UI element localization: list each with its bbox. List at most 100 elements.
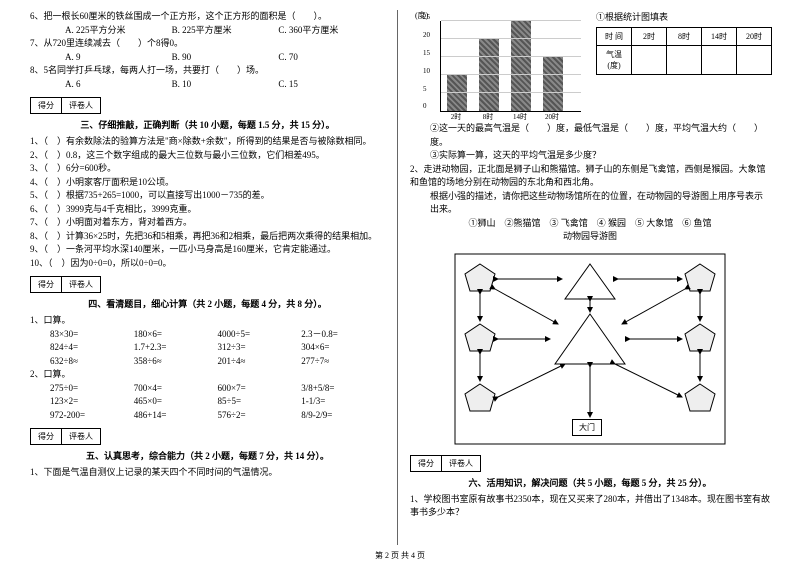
c: 275÷0= (50, 382, 134, 396)
ytick: 20 (423, 31, 430, 39)
j4: 4、（ ）小明家客厅面积是10公顷。 (30, 176, 385, 190)
j6: 6、（ ）3999克与4千克相比，3999克重。 (30, 203, 385, 217)
bar-2h (447, 75, 467, 111)
q2: 2、走进动物园，正北面是狮子山和熊猫馆。狮子山的东侧是飞禽馆，西侧是猴园。大象馆… (410, 163, 770, 190)
chart-q2: ②这一天的最高气温是（ ）度，最低气温是（ ）度，平均气温大约（ ）度。 (410, 122, 770, 149)
c: 700×4= (134, 382, 218, 396)
c: 465×0= (134, 395, 218, 409)
fill-table: 时 间 2时 8时 14时 20时 气温(度) (596, 27, 772, 75)
j5: 5、（ ）根据735+265=1000，可以直接写出1000－735的差。 (30, 189, 385, 203)
c: 85÷5= (218, 395, 302, 409)
page: 6、把一根长60厘米的铁丝围成一个正方形，这个正方形的面积是（ ）。 A. 22… (0, 0, 800, 565)
triangle-icon (565, 264, 615, 299)
calc2-title: 2、口算。 (30, 368, 385, 382)
chart-q3: ③实际算一算，这天的平均气温是多少度？ (410, 149, 770, 163)
c: 486+14= (134, 409, 218, 423)
xlabel: 2时 (440, 112, 472, 122)
ytick: 0 (423, 102, 427, 110)
score-label: 得分 (31, 98, 62, 113)
c: 304×6= (301, 341, 385, 355)
c: 123×2= (50, 395, 134, 409)
td-blank (737, 46, 772, 75)
pentagon-icon (465, 264, 495, 291)
grader-label: 评卷人 (62, 277, 100, 292)
q6-opt-b: B. 225平方厘米 (172, 24, 279, 38)
q8-opt-b: B. 10 (172, 78, 279, 92)
pentagon-icon (685, 264, 715, 291)
ytick: 15 (423, 49, 430, 57)
q6: 6、把一根长60厘米的铁丝围成一个正方形，这个正方形的面积是（ ）。 (30, 10, 385, 24)
q7-opt-a: A. 9 (65, 51, 172, 65)
pentagon-icon (685, 384, 715, 411)
th: 2时 (632, 28, 667, 46)
section3-head: 得分 评卷人 (30, 97, 385, 114)
bar-chart: 0 5 10 15 20 25 (440, 21, 581, 112)
ytick: 10 (423, 67, 430, 75)
triangle-icon (555, 314, 625, 364)
score-label: 得分 (31, 277, 62, 292)
j10: 10、（ ）因为0÷0=0，所以0÷0=0。 (30, 257, 385, 271)
c: 201÷4≈ (218, 355, 302, 369)
diagram-title: 动物园导游图 (410, 230, 770, 244)
section5-head: 得分 评卷人 (30, 428, 385, 445)
q8-opt-a: A. 6 (65, 78, 172, 92)
column-divider (397, 10, 398, 545)
bar-8h (479, 39, 499, 111)
c: 600×7= (218, 382, 302, 396)
q6-opt-c: C. 360平方厘米 (278, 24, 385, 38)
c: 277÷7≈ (301, 355, 385, 369)
score-box-5: 得分 评卷人 (30, 428, 101, 445)
gate-label: 大门 (572, 419, 602, 436)
q5-1: 1、下面是气温自测仪上记录的某天四个不同时间的气温情况。 (30, 466, 385, 480)
td: 气温(度) (597, 46, 632, 75)
c: 1-1/3= (301, 395, 385, 409)
q7: 7、从720里连续减去（ ）个8得0。 (30, 37, 385, 51)
score-label: 得分 (411, 456, 442, 471)
score-label: 得分 (31, 429, 62, 444)
calc1-grid: 83×30=180×6=4000÷5=2.3－0.8= 824÷4=1.7+2.… (30, 328, 385, 369)
x-labels: 2时 8时 14时 20时 (440, 112, 580, 122)
section6-head: 得分 评卷人 (410, 455, 770, 472)
zoo-diagram: 大门 (450, 249, 730, 449)
section6-title: 六、活用知识，解决问题（共 5 小题，每题 5 分，共 25 分）。 (410, 476, 770, 489)
td-blank (702, 46, 737, 75)
q2b: 根据小强的描述，请你把这些动物场馆所在的位置，在动物园的导游图上用序号表示出来。 (410, 190, 770, 217)
c: 2.3－0.8= (301, 328, 385, 342)
c: 4000÷5= (218, 328, 302, 342)
q7-options: A. 9 B. 90 C. 70 (30, 51, 385, 65)
c: 632÷8≈ (50, 355, 134, 369)
xlabel: 20时 (536, 112, 568, 122)
section4-title: 四、看清题目，细心计算（共 2 小题，每题 4 分，共 8 分）。 (30, 297, 385, 310)
c: 180×6= (134, 328, 218, 342)
score-box-3: 得分 评卷人 (30, 97, 101, 114)
section4-head: 得分 评卷人 (30, 276, 385, 293)
c: 8/9-2/9= (301, 409, 385, 423)
q7-opt-b: B. 90 (172, 51, 279, 65)
q6-options: A. 225平方分米 B. 225平方厘米 C. 360平方厘米 (30, 24, 385, 38)
xlabel: 8时 (472, 112, 504, 122)
pentagon-icon (465, 384, 495, 411)
calc2-grid: 275÷0=700×4=600×7=3/8+5/8= 123×2=465×0=8… (30, 382, 385, 423)
c: 1.7+2.3= (134, 341, 218, 355)
chart-row: (度) 0 5 10 15 20 25 (410, 10, 770, 122)
calc1-title: 1、口算。 (30, 314, 385, 328)
grader-label: 评卷人 (62, 429, 100, 444)
q6-1: 1、学校图书室原有故事书2350本，现在又买来了280本，并借出了1348本。现… (410, 493, 770, 520)
right-column: (度) 0 5 10 15 20 25 (400, 10, 780, 545)
j7: 7、（ ）小明面对着东方，背对着西方。 (30, 216, 385, 230)
q8-opt-c: C. 15 (278, 78, 385, 92)
ytick: 5 (423, 85, 427, 93)
td-blank (632, 46, 667, 75)
th: 8时 (667, 28, 702, 46)
td-blank (667, 46, 702, 75)
th: 14时 (702, 28, 737, 46)
q8-options: A. 6 B. 10 C. 15 (30, 78, 385, 92)
fill-table-title: ①根据统计图填表 (596, 10, 772, 23)
th: 时 间 (597, 28, 632, 46)
ytick: 25 (423, 13, 430, 21)
j9: 9、（ ）一条河平均水深140厘米，一匹小马身高是160厘米，它肯定能通过。 (30, 243, 385, 257)
j8: 8、（ ）计算36×25时，先把36和5相乘，再把36和2相乘，最后把两次乘得的… (30, 230, 385, 244)
q8: 8、5名同学打乒乓球，每两人打一场，共要打（ ）场。 (30, 64, 385, 78)
fill-table-wrapper: ①根据统计图填表 时 间 2时 8时 14时 20时 气温(度) (596, 10, 772, 75)
section5-title: 五、认真思考，综合能力（共 2 小题，每题 7 分，共 14 分）。 (30, 449, 385, 462)
